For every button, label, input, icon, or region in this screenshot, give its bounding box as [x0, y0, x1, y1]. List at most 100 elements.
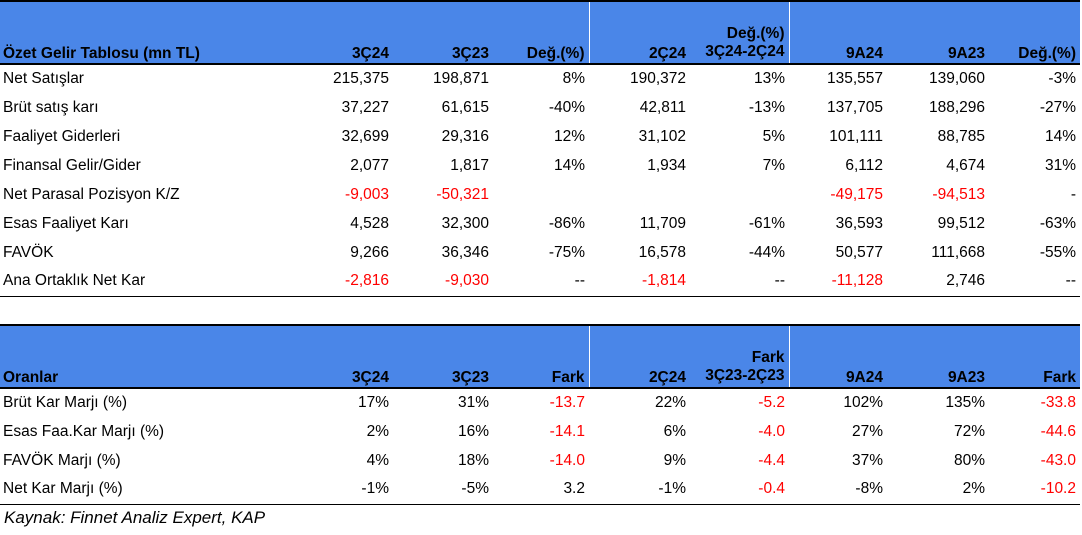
income-cell: -2,816 — [293, 267, 393, 297]
income-cell: -61% — [748, 214, 785, 232]
income-row: Esas Faaliyet Karı 4,528 32,300 -86% 11,709 -… — [0, 209, 1080, 238]
income-header-9a23: 9A23 — [887, 0, 989, 65]
ratio-cell: 17% — [357, 394, 389, 411]
income-cell: -49,175 — [830, 185, 883, 203]
income-row-label: Finansal Gelir/Gider — [3, 156, 141, 174]
income-cell — [493, 180, 589, 209]
income-cell: -9,030 — [393, 267, 493, 297]
source-note: Kaynak: Finnet Analiz Expert, KAP — [4, 508, 266, 527]
income-cell: 8% — [562, 70, 585, 87]
income-row: Faaliyet Giderleri 32,699 29,316 12% 31,102 5… — [0, 122, 1080, 151]
income-cell: 188,296 — [928, 98, 985, 116]
ratio-cell: -43.0 — [1040, 451, 1076, 469]
ratio-row: Net Kar Marjı (%) -1% -5% 3.2 -1% -0.4 -8% 2% -1… — [0, 475, 1080, 505]
income-cell: -63% — [1039, 214, 1076, 232]
income-header-qoq-top: Değ.(%) — [726, 25, 785, 42]
income-cell: -50,321 — [436, 185, 489, 203]
income-cell: -11,128 — [789, 267, 887, 297]
income-cell: 5% — [762, 127, 785, 145]
income-cell: 101,111 — [829, 127, 883, 145]
income-cell: 36,593 — [835, 214, 883, 232]
income-cell: 37,227 — [341, 98, 389, 116]
income-cell: 32,699 — [341, 127, 389, 145]
ratio-cell: 2% — [366, 422, 389, 440]
income-cell: 190,372 — [629, 70, 686, 87]
income-row-label: FAVÖK — [3, 243, 54, 261]
income-cell: 13% — [753, 70, 785, 87]
income-row-label: Brüt satış karı — [3, 98, 99, 116]
income-cell: -75% — [548, 243, 585, 261]
income-row-label: Net Parasal Pozisyon K/Z — [3, 185, 180, 203]
ratio-cell: -14.0 — [549, 451, 585, 469]
income-header-9a24: 9A24 — [788, 0, 887, 65]
ratios-header-ytd-diff: Fark — [989, 324, 1080, 389]
ratio-row-label: Net Kar Marjı (%) — [0, 475, 293, 505]
income-cell: 16,578 — [638, 243, 686, 261]
income-cell: -3% — [1048, 70, 1076, 87]
ratio-cell: 135% — [945, 394, 985, 411]
ratio-row-label: FAVÖK Marjı (%) — [3, 451, 121, 469]
income-cell: 4,674 — [946, 156, 985, 174]
ratios-header-qoq-diff: Fark 3Ç23-2Ç23 — [690, 324, 789, 389]
income-cell: 42,811 — [639, 98, 686, 116]
income-statement-table: Özet Gelir Tablosu (mn TL) 3Ç24 3Ç23 Değ… — [0, 0, 1080, 297]
income-header-2c24: 2Ç24 — [588, 0, 690, 65]
ratio-cell: 16% — [457, 422, 489, 440]
income-cell: 7% — [762, 156, 785, 174]
income-row: Finansal Gelir/Gider 2,077 1,817 14% 1,934 7%… — [0, 151, 1080, 180]
income-cell: -94,513 — [932, 185, 985, 203]
ratio-cell: 18% — [457, 451, 489, 469]
ratios-header-row: Oranlar 3Ç24 3Ç23 Fark 2Ç24 Fark 3Ç23-2Ç2… — [0, 324, 1080, 389]
ratio-row-label: Esas Faa.Kar Marjı (%) — [3, 422, 165, 440]
income-row: Ana Ortaklık Net Kar -2,816 -9,030 -- -1,814… — [0, 267, 1080, 297]
income-cell: -86% — [548, 214, 585, 232]
income-cell: 137,705 — [826, 98, 883, 116]
income-cell: 6,112 — [845, 156, 883, 174]
ratio-cell: -8% — [789, 475, 887, 505]
income-header-3c23: 3Ç23 — [393, 0, 493, 65]
ratio-cell: 72% — [953, 422, 985, 440]
income-cell: 9,266 — [350, 243, 389, 261]
income-cell: -55% — [1039, 243, 1076, 261]
ratio-cell: -1% — [589, 475, 690, 505]
income-cell: 99,512 — [937, 214, 985, 232]
ratios-header-qoq-bottom: 3Ç23-2Ç23 — [705, 367, 785, 384]
ratio-cell: -4.0 — [758, 422, 785, 440]
income-cell: -1,814 — [589, 267, 690, 297]
ratios-header-3c24: 3Ç24 — [293, 324, 393, 389]
income-cell: -40% — [548, 98, 585, 116]
ratio-row: Brüt Kar Marjı (%) 17% 31% -13.7 22% -5.2 102%… — [0, 388, 1080, 417]
ratio-cell: 22% — [654, 394, 686, 411]
income-cell: 215,375 — [332, 70, 389, 87]
ratios-table: Oranlar 3Ç24 3Ç23 Fark 2Ç24 Fark 3Ç23-2Ç2… — [0, 324, 1080, 505]
income-row-label: Ana Ortaklık Net Kar — [0, 267, 293, 297]
income-cell: -- — [989, 267, 1080, 297]
income-cell: -- — [493, 267, 589, 297]
ratio-cell: -4.4 — [758, 451, 785, 469]
income-header-qoq-bottom: 3Ç24-2Ç24 — [705, 43, 785, 60]
ratio-cell: 4% — [366, 451, 389, 469]
ratio-cell: -0.4 — [690, 475, 789, 505]
income-cell: 14% — [1044, 127, 1076, 145]
ratio-cell: 2% — [887, 475, 989, 505]
income-cell: -9,003 — [345, 185, 389, 203]
income-header-qoq-change: Değ.(%) 3Ç24-2Ç24 — [690, 0, 789, 65]
income-cell — [589, 180, 690, 209]
income-row-label: Esas Faaliyet Karı — [3, 214, 129, 232]
ratios-header-diff: Fark — [493, 324, 589, 389]
ratios-header-qoq-top: Fark — [751, 349, 785, 366]
ratio-row-label: Brüt Kar Marjı (%) — [3, 394, 128, 411]
ratios-header-title: Oranlar — [0, 324, 293, 389]
ratios-header-2c24: 2Ç24 — [588, 324, 690, 389]
ratios-header-9a24: 9A24 — [788, 324, 887, 389]
income-row: FAVÖK 9,266 36,346 -75% 16,578 -44% 50,577 111,… — [0, 238, 1080, 267]
income-row-label: Faaliyet Giderleri — [3, 127, 121, 145]
ratios-header-3c23: 3Ç23 — [393, 324, 493, 389]
income-header-ytd-change: Değ.(%) — [989, 0, 1080, 65]
income-cell: 32,300 — [441, 214, 489, 232]
income-cell: 1,817 — [450, 156, 489, 174]
income-cell: 2,746 — [887, 267, 989, 297]
income-cell: 2,077 — [350, 156, 389, 174]
ratio-row: FAVÖK Marjı (%) 4% 18% -14.0 9% -4.4 37% 80% -43… — [0, 446, 1080, 475]
ratio-cell: -10.2 — [989, 475, 1080, 505]
